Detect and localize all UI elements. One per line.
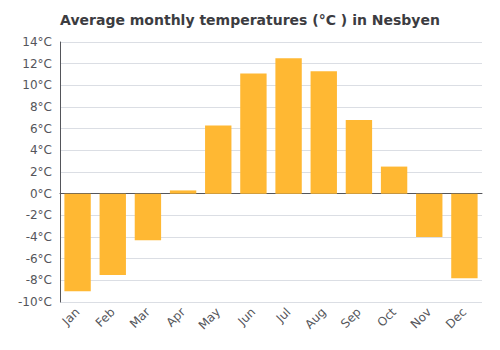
svg-text:-10°C: -10°C [18, 295, 52, 309]
svg-text:Sep: Sep [338, 305, 364, 331]
svg-text:Oct: Oct [374, 305, 399, 330]
svg-text:-6°C: -6°C [26, 252, 52, 266]
svg-text:-8°C: -8°C [26, 273, 52, 287]
svg-text:4°C: 4°C [30, 143, 52, 157]
svg-text:-2°C: -2°C [26, 208, 52, 222]
svg-text:-4°C: -4°C [26, 230, 52, 244]
svg-text:Nov: Nov [408, 305, 434, 331]
svg-text:Jun: Jun [235, 305, 259, 329]
svg-text:2°C: 2°C [30, 165, 52, 179]
svg-text:14°C: 14°C [22, 35, 52, 49]
svg-text:May: May [196, 305, 223, 332]
svg-text:8°C: 8°C [30, 100, 52, 114]
svg-text:Feb: Feb [93, 305, 118, 330]
svg-text:Mar: Mar [127, 305, 153, 331]
svg-text:0°C: 0°C [30, 187, 52, 201]
svg-text:Apr: Apr [163, 305, 188, 330]
svg-text:10°C: 10°C [22, 78, 52, 92]
svg-text:Average monthly temperatures (: Average monthly temperatures (°C ) in Ne… [60, 12, 440, 28]
svg-text:Jul: Jul [273, 305, 294, 326]
svg-text:Jan: Jan [59, 305, 83, 329]
svg-text:6°C: 6°C [30, 122, 52, 136]
svg-text:Dec: Dec [443, 305, 469, 331]
svg-text:12°C: 12°C [22, 57, 52, 71]
svg-text:Aug: Aug [302, 305, 328, 331]
